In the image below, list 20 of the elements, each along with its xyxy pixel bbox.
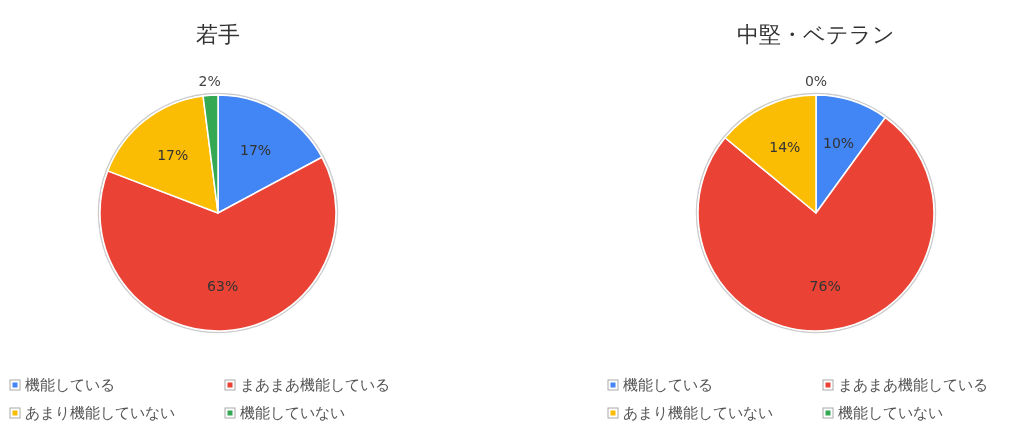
- data-label: 17%: [157, 147, 189, 164]
- legend-item: 機能している: [607, 376, 713, 394]
- legend-label: 機能している: [623, 376, 713, 394]
- text: 0%: [804, 73, 828, 89]
- legend-label: 機能している: [25, 376, 115, 394]
- legend-item: 機能していない: [822, 404, 943, 422]
- data-label: 14%: [769, 138, 801, 155]
- data-label: 76%: [809, 277, 841, 294]
- chart-title: 若手: [196, 22, 240, 47]
- data-label: 17%: [240, 142, 272, 159]
- data-label: 10%: [823, 135, 855, 152]
- legend-item: まあまあ機能している: [822, 376, 988, 394]
- legend-item: あまり機能していない: [9, 404, 175, 422]
- chart-title: 中堅・ベテラン: [737, 22, 895, 47]
- data-label: 2%: [198, 73, 221, 90]
- legend-item: 機能していない: [224, 404, 345, 422]
- legend-item: まあまあ機能している: [224, 376, 390, 394]
- legend-item: あまり機能していない: [607, 404, 773, 422]
- data-label: 63%: [207, 278, 239, 295]
- legend-item: 機能している: [9, 376, 115, 394]
